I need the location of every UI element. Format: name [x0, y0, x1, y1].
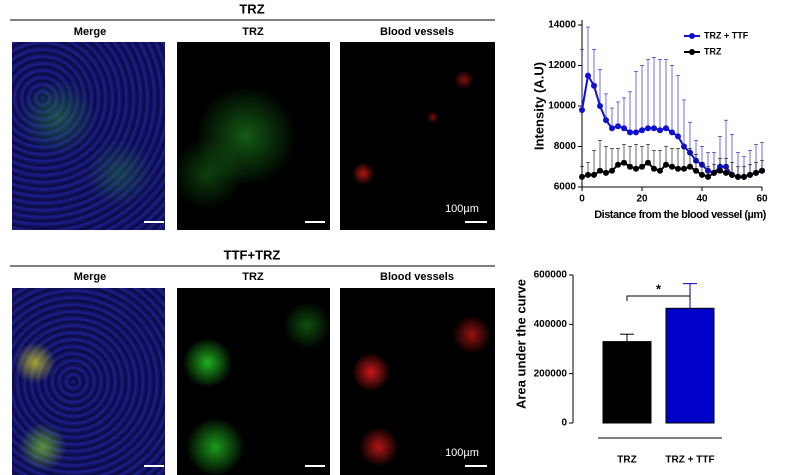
point [753, 169, 759, 176]
point [693, 167, 699, 174]
scale-label: 100µm [445, 447, 479, 459]
column-label: TRZ [242, 271, 264, 283]
point [633, 129, 639, 136]
point [717, 167, 723, 174]
y-tick-label: 200000 [534, 368, 568, 379]
point [651, 165, 657, 172]
y-tick-label: 8000 [554, 141, 577, 152]
group-title: TTF+TRZ [224, 247, 281, 262]
y-tick-label: 0 [561, 418, 567, 429]
bar [665, 307, 715, 424]
point [675, 133, 681, 140]
image [340, 42, 495, 230]
point [675, 165, 681, 172]
column-label: Blood vessels [380, 271, 454, 283]
x-tick-label: 20 [636, 194, 648, 205]
point [579, 107, 585, 114]
point [699, 171, 705, 178]
point [579, 173, 585, 180]
image [12, 42, 165, 230]
y-tick-label: 14000 [548, 20, 576, 31]
point [597, 167, 603, 174]
point [723, 169, 729, 176]
scale-label: 100µm [445, 203, 479, 215]
x-tick-label: 0 [579, 194, 585, 205]
point [687, 163, 693, 170]
point [627, 163, 633, 170]
point [657, 127, 663, 134]
y-tick-label: 10000 [548, 101, 576, 112]
y-tick-label: 600000 [534, 270, 568, 281]
point [597, 103, 603, 109]
point [705, 173, 711, 180]
point [663, 125, 669, 132]
column-label: Merge [74, 26, 106, 38]
point [741, 173, 747, 180]
point [627, 129, 633, 136]
image [177, 288, 330, 475]
point [645, 125, 651, 132]
point [729, 171, 735, 178]
point [591, 171, 597, 178]
legend-marker [689, 49, 695, 55]
significance: * [656, 281, 662, 296]
image [177, 42, 330, 230]
legend-marker [689, 33, 695, 39]
x-tick-label: TRZ [617, 455, 636, 466]
point [669, 163, 675, 170]
point [747, 171, 753, 178]
group-title: TRZ [239, 1, 264, 16]
point [651, 125, 657, 132]
column-label: Merge [74, 271, 106, 283]
y-axis-label: Intensity (A.U) [531, 62, 546, 150]
point [621, 125, 627, 132]
point [585, 72, 591, 79]
image [340, 288, 495, 475]
point [663, 161, 669, 168]
point [681, 143, 687, 150]
legend-label: TRZ [704, 46, 722, 56]
x-axis-label: Distance from the blood vessel (µm) [594, 209, 766, 221]
point [639, 127, 645, 134]
point [633, 165, 639, 172]
point [711, 169, 717, 176]
column-label: Blood vessels [380, 26, 454, 38]
column-label: TRZ [242, 26, 264, 38]
point [645, 159, 651, 166]
y-tick-label: 6000 [554, 182, 577, 193]
point [657, 167, 663, 174]
image [12, 288, 165, 475]
point [681, 165, 687, 172]
bar [602, 341, 652, 424]
point [735, 173, 741, 180]
point [615, 123, 621, 130]
point [603, 169, 609, 176]
legend-label: TRZ + TTF [704, 30, 749, 40]
point [759, 167, 765, 174]
y-axis-label: Area under the curve [513, 279, 528, 409]
point [615, 161, 621, 168]
point [591, 82, 597, 89]
significance-bracket [626, 295, 691, 301]
point [585, 171, 591, 178]
point [669, 129, 675, 136]
x-tick-label: 40 [696, 194, 708, 205]
y-tick-label: 400000 [534, 319, 568, 330]
y-tick-label: 12000 [548, 60, 576, 71]
point [603, 117, 609, 124]
point [609, 167, 615, 174]
x-tick-label: 60 [756, 194, 768, 205]
point [621, 159, 627, 166]
x-tick-label: TRZ + TTF [665, 455, 714, 466]
point [609, 125, 615, 132]
point [639, 163, 645, 170]
